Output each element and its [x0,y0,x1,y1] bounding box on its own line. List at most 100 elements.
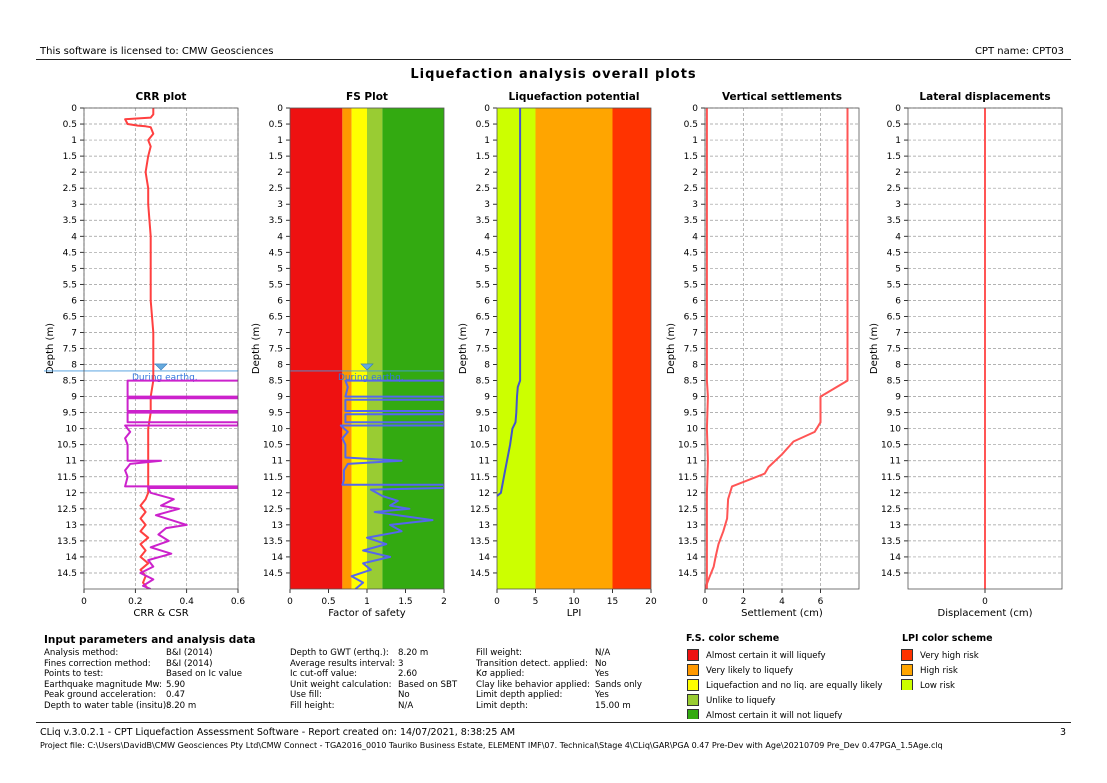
y-tick-label: 6 [692,296,698,306]
y-tick-label: 1.5 [476,152,490,162]
y-tick-label: 13.5 [678,537,698,547]
param-label: Transition detect. applied: [476,658,588,669]
y-tick-label: 14.5 [263,569,283,579]
y-tick-label: 7.5 [476,345,490,355]
color-band-2 [535,108,613,589]
y-tick-label: 12.5 [470,505,490,515]
param-value: Based on Ic value [166,669,243,680]
legend-label: High risk [920,666,958,676]
gwt-marker [360,363,374,371]
y-tick-label: 0 [484,104,490,114]
legend-label: Low risk [920,681,956,690]
y-tick-label: 5 [484,264,490,274]
series-line-2 [124,379,238,589]
y-tick-label: 7 [484,328,490,338]
y-axis-label: Depth (m) [45,323,56,374]
y-tick-label: 2.5 [63,184,77,194]
y-tick-label: 7 [71,328,77,338]
y-tick-label: 12.5 [678,505,698,515]
param-value: No [595,658,607,669]
y-tick-label: 2.5 [476,184,490,194]
y-tick-label: 8.5 [684,377,698,387]
color-band-3 [351,108,367,589]
y-tick-label: 7 [895,328,901,338]
param-value: Based on SBT [398,679,458,690]
legend-swatch [901,664,913,676]
y-tick-label: 6 [895,296,901,306]
y-tick-label: 14 [66,553,78,563]
legend-label: Almost certain it will not liquefy [706,711,843,719]
y-tick-label: 14 [890,553,902,563]
param-value: Sands only [595,679,643,690]
y-tick-label: 4.5 [684,248,698,258]
y-tick-label: 13 [66,521,77,531]
y-tick-label: 9 [71,393,77,403]
color-band-1 [497,108,536,589]
y-tick-label: 10 [272,425,284,435]
y-tick-label: 14.5 [678,569,698,579]
y-tick-label: 7 [277,328,283,338]
y-tick-label: 5 [895,264,901,274]
legend-swatch [687,649,699,661]
legend-label: Liquefaction and no liq. are equally lik… [706,681,883,691]
param-value: 5.90 [166,679,186,690]
y-tick-label: 1.5 [63,152,77,162]
y-tick-label: 2 [277,168,283,178]
y-tick-label: 7 [692,328,698,338]
header-divider [36,59,1071,60]
y-axis-label: Depth (m) [666,323,677,374]
y-tick-label: 1 [692,136,698,146]
x-tick-label: 0 [81,597,87,607]
y-tick-label: 12.5 [263,505,283,515]
param-value: 15.00 m [595,701,631,711]
x-tick-label: 1.5 [398,597,412,607]
y-tick-label: 13 [890,521,901,531]
y-tick-label: 1 [71,136,77,146]
param-value: 8.20 m [398,648,429,658]
x-axis-label: CRR & CSR [133,608,188,619]
series-line-1 [339,379,444,589]
y-tick-label: 2 [692,168,698,178]
legend-label: Unlike to liquefy [706,696,776,706]
x-tick-label: 0.5 [321,597,335,607]
y-tick-label: 10.5 [470,441,490,451]
param-label: Fill weight: [476,648,523,658]
param-label: Limit depth: [476,701,528,711]
legend-swatch [901,679,913,690]
y-tick-label: 8 [71,361,77,371]
y-tick-label: 7.5 [887,345,901,355]
y-tick-label: 3 [692,200,698,210]
y-axis-label: Depth (m) [458,323,469,374]
x-tick-label: 0.6 [231,597,246,607]
param-value: 8.20 m [166,701,197,711]
y-tick-label: 4.5 [887,248,901,258]
y-tick-label: 4 [71,232,77,242]
x-tick-label: 20 [645,597,657,607]
y-tick-label: 12.5 [57,505,77,515]
x-tick-label: 0.4 [180,597,195,607]
plot-frame [496,107,652,590]
legend-swatch [901,649,913,661]
param-label: Analysis method: [44,648,119,658]
param-value: B&I (2014) [166,658,213,669]
param-label: Unit weight calculation: [290,679,392,690]
y-tick-label: 4.5 [63,248,77,258]
y-tick-label: 11.5 [57,473,77,483]
gwt-label: During earthq. [338,373,404,383]
plot-frame [907,107,1063,590]
y-tick-label: 4.5 [269,248,283,258]
y-tick-label: 1 [484,136,490,146]
y-tick-label: 3 [484,200,490,210]
x-tick-label: 0 [494,597,500,607]
y-tick-label: 11.5 [263,473,283,483]
y-tick-label: 5.5 [269,280,283,290]
plot-frame [83,107,239,590]
y-tick-label: 13 [687,521,698,531]
param-label: Depth to GWT (erthq.): [290,648,389,658]
y-tick-label: 9 [277,393,283,403]
y-tick-label: 5 [71,264,77,274]
legend-swatch [687,694,699,706]
series-line-1 [124,108,155,589]
